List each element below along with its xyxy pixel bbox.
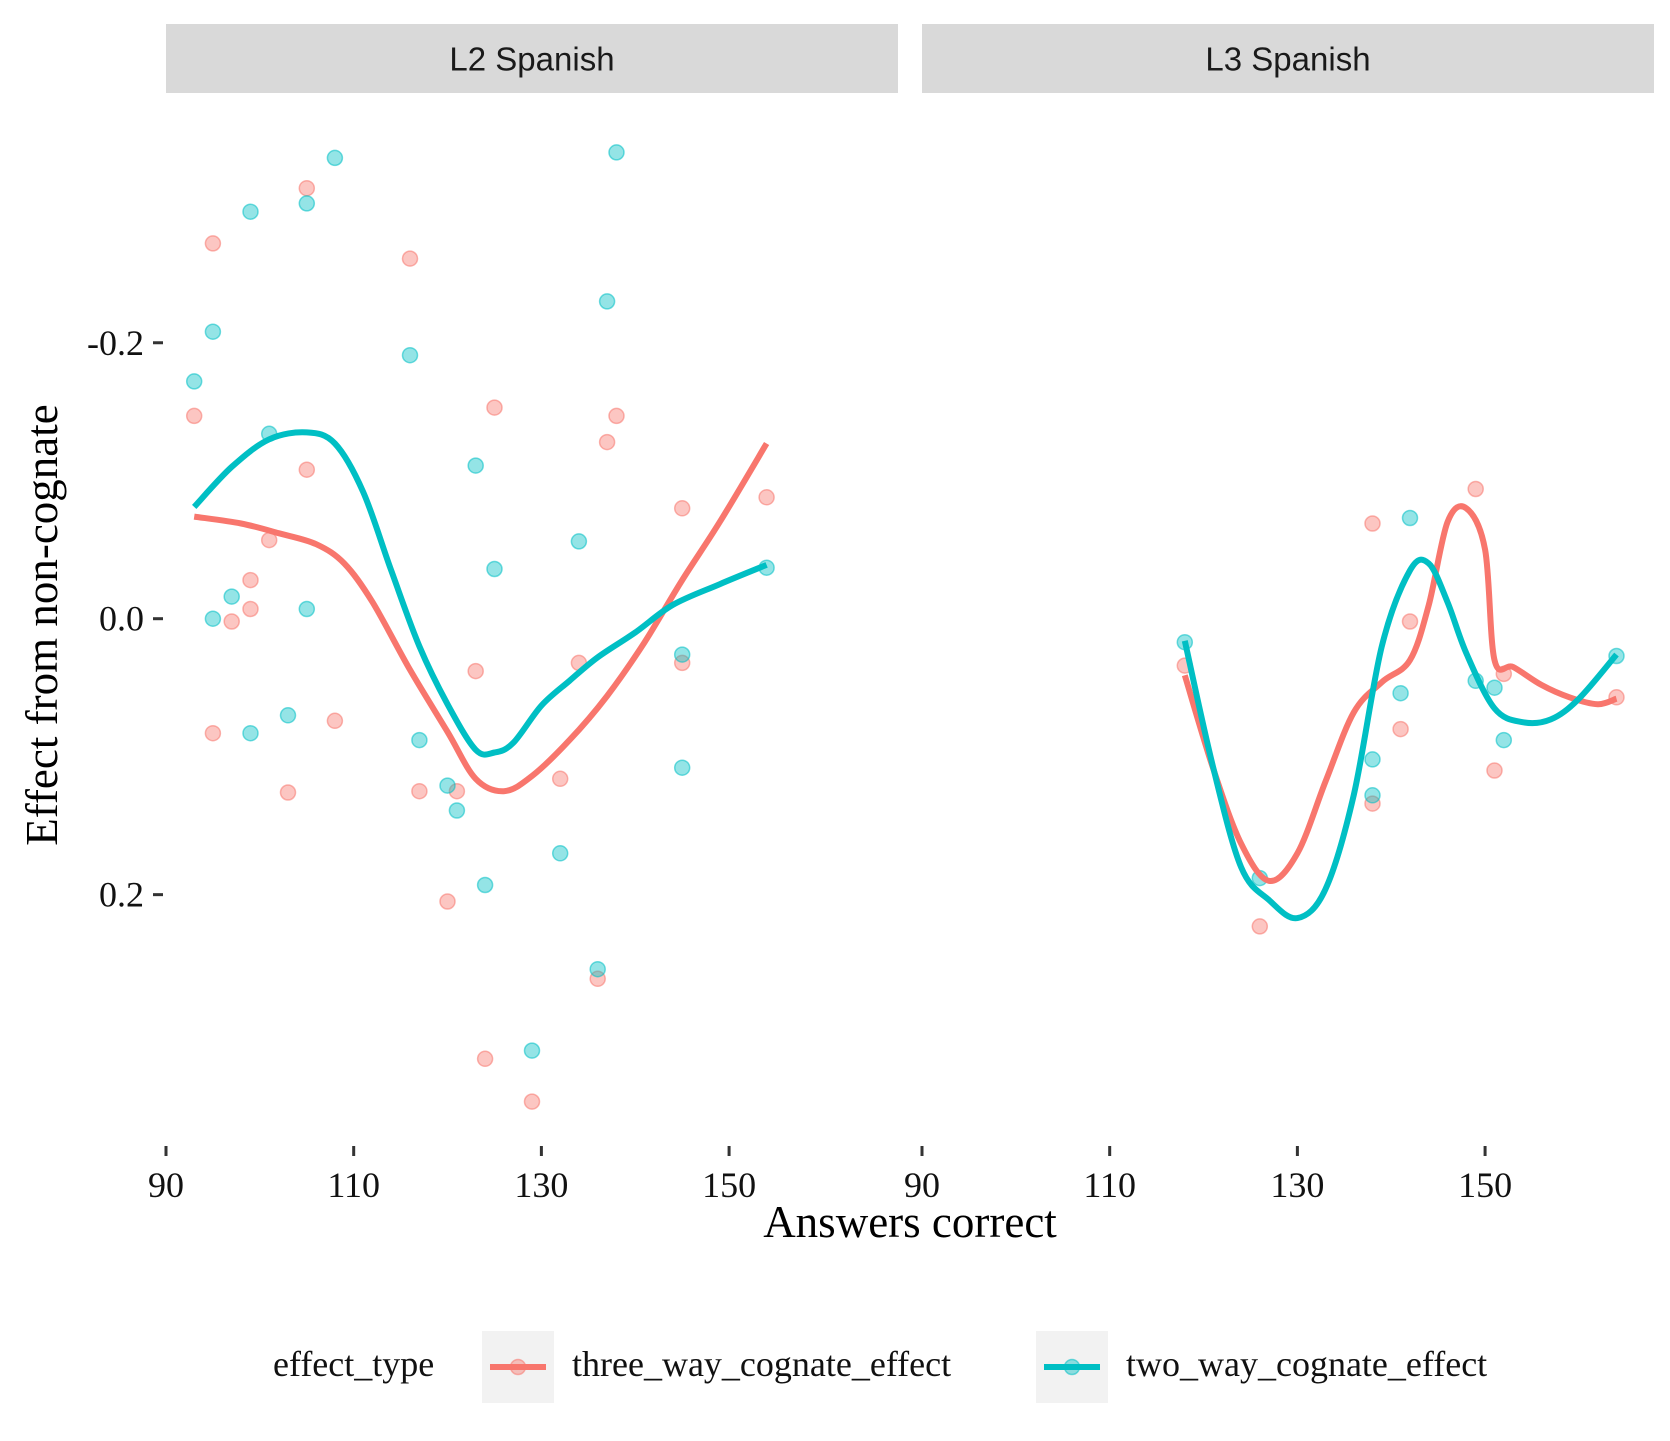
data-point — [448, 802, 466, 819]
data-point — [673, 646, 691, 663]
data-point — [598, 433, 616, 451]
data-point — [242, 571, 259, 589]
data-point — [326, 149, 344, 167]
series-points-three_way_cognate_effect — [185, 179, 775, 1110]
data-point — [448, 782, 466, 800]
x-tick-label: 150 — [1458, 1165, 1512, 1205]
legend-key-point — [1063, 1358, 1081, 1376]
data-point — [279, 707, 297, 724]
data-point — [439, 893, 456, 910]
smooth-line-three_way_cognate_effect — [1181, 503, 1618, 884]
y-tick-label: 0.0 — [99, 599, 144, 639]
data-point — [298, 195, 316, 212]
data-point — [401, 250, 419, 267]
data-point — [411, 782, 428, 800]
data-point — [242, 600, 259, 618]
data-point — [1392, 720, 1409, 738]
data-point — [476, 876, 494, 894]
x-tick-label: 90 — [148, 1165, 184, 1205]
x-tick-label: 110 — [327, 1165, 380, 1205]
legend-entry-label: three_way_cognate_effect — [572, 1344, 951, 1384]
data-point — [467, 662, 484, 680]
smooth-line-two_way_cognate_effect — [192, 429, 768, 758]
data-point — [1401, 613, 1419, 630]
legend-entries: three_way_cognate_effect two_way_cognate_… — [482, 1331, 1487, 1403]
legend-entry-three_way_cognate_effect: three_way_cognate_effect — [482, 1331, 951, 1403]
data-point — [608, 407, 625, 425]
data-point — [1401, 509, 1419, 527]
legend-title: effect_type — [273, 1344, 434, 1384]
y-tick-label: 0.2 — [99, 875, 144, 915]
data-point — [1392, 684, 1409, 702]
data-point — [551, 770, 569, 788]
data-point — [204, 724, 222, 742]
data-point — [758, 489, 775, 506]
data-point — [673, 759, 691, 776]
data-point — [185, 373, 203, 390]
data-point — [242, 203, 259, 220]
series-points-three_way_cognate_effect — [1176, 480, 1625, 935]
y-axis-title: Effect from non-cognate — [17, 404, 67, 845]
data-point — [401, 346, 419, 364]
data-point — [204, 235, 222, 252]
data-point — [523, 1093, 541, 1110]
data-point — [242, 724, 259, 742]
data-point — [1364, 787, 1381, 804]
legend-entry-label: two_way_cognate_effect — [1126, 1344, 1487, 1384]
data-point — [673, 500, 691, 517]
data-point — [223, 613, 240, 630]
smooth-line-two_way_cognate_effect — [1181, 556, 1619, 922]
data-point — [223, 588, 240, 605]
series-points-two_way_cognate_effect — [1176, 509, 1625, 887]
x-tick-label: 110 — [1083, 1165, 1136, 1205]
data-point — [1251, 918, 1269, 935]
data-point — [598, 293, 616, 310]
data-point — [1486, 762, 1503, 779]
data-point — [589, 960, 606, 978]
data-point — [476, 1050, 494, 1068]
data-point — [298, 179, 316, 197]
data-point — [1364, 795, 1381, 812]
x-tick-label: 90 — [904, 1165, 940, 1205]
data-point — [326, 712, 344, 730]
data-point — [673, 654, 691, 672]
x-tick-label: 150 — [702, 1165, 756, 1205]
data-point — [298, 461, 316, 478]
data-point — [279, 784, 297, 801]
legend-key-point — [509, 1358, 527, 1376]
facet-strip-label: L2 Spanish — [449, 41, 614, 78]
data-point — [298, 600, 316, 618]
x-tick-label: 130 — [1270, 1165, 1324, 1205]
facet-strip-background — [922, 24, 1654, 93]
data-point — [439, 777, 456, 794]
data-point — [551, 845, 569, 862]
y-tick-label: -0.2 — [87, 323, 144, 363]
facets-layer: L2 Spanish 90 110 130 150 -0.2 0.0 0.2 L3 Spanis… — [87, 24, 1654, 1205]
data-point — [1467, 480, 1484, 498]
data-point — [1486, 679, 1503, 696]
data-point — [185, 407, 203, 425]
data-point — [1364, 751, 1381, 768]
data-point — [1364, 515, 1381, 532]
facet-panel-1: L2 Spanish 90 110 130 150 -0.2 0.0 0.2 — [87, 24, 898, 1205]
data-point — [570, 533, 588, 550]
facet-panel-2: L3 Spanish 90 110 130 150 — [904, 24, 1654, 1205]
data-point — [523, 1042, 541, 1059]
facet-strip-background — [166, 24, 898, 93]
data-point — [486, 560, 503, 578]
legend: effect_type three_way_cognate_effect two_… — [273, 1331, 1487, 1403]
facet-strip-label: L3 Spanish — [1205, 41, 1370, 78]
data-point — [204, 323, 222, 340]
legend-entry-two_way_cognate_effect: two_way_cognate_effect — [1036, 1331, 1487, 1403]
data-point — [204, 610, 222, 627]
data-point — [467, 457, 484, 474]
data-point — [608, 144, 625, 161]
data-point — [411, 731, 428, 749]
smooth-line-three_way_cognate_effect — [193, 441, 770, 795]
data-point — [486, 399, 503, 416]
x-axis-title: Answers correct — [763, 1197, 1057, 1247]
x-tick-label: 130 — [514, 1165, 568, 1205]
data-point — [1495, 731, 1513, 749]
